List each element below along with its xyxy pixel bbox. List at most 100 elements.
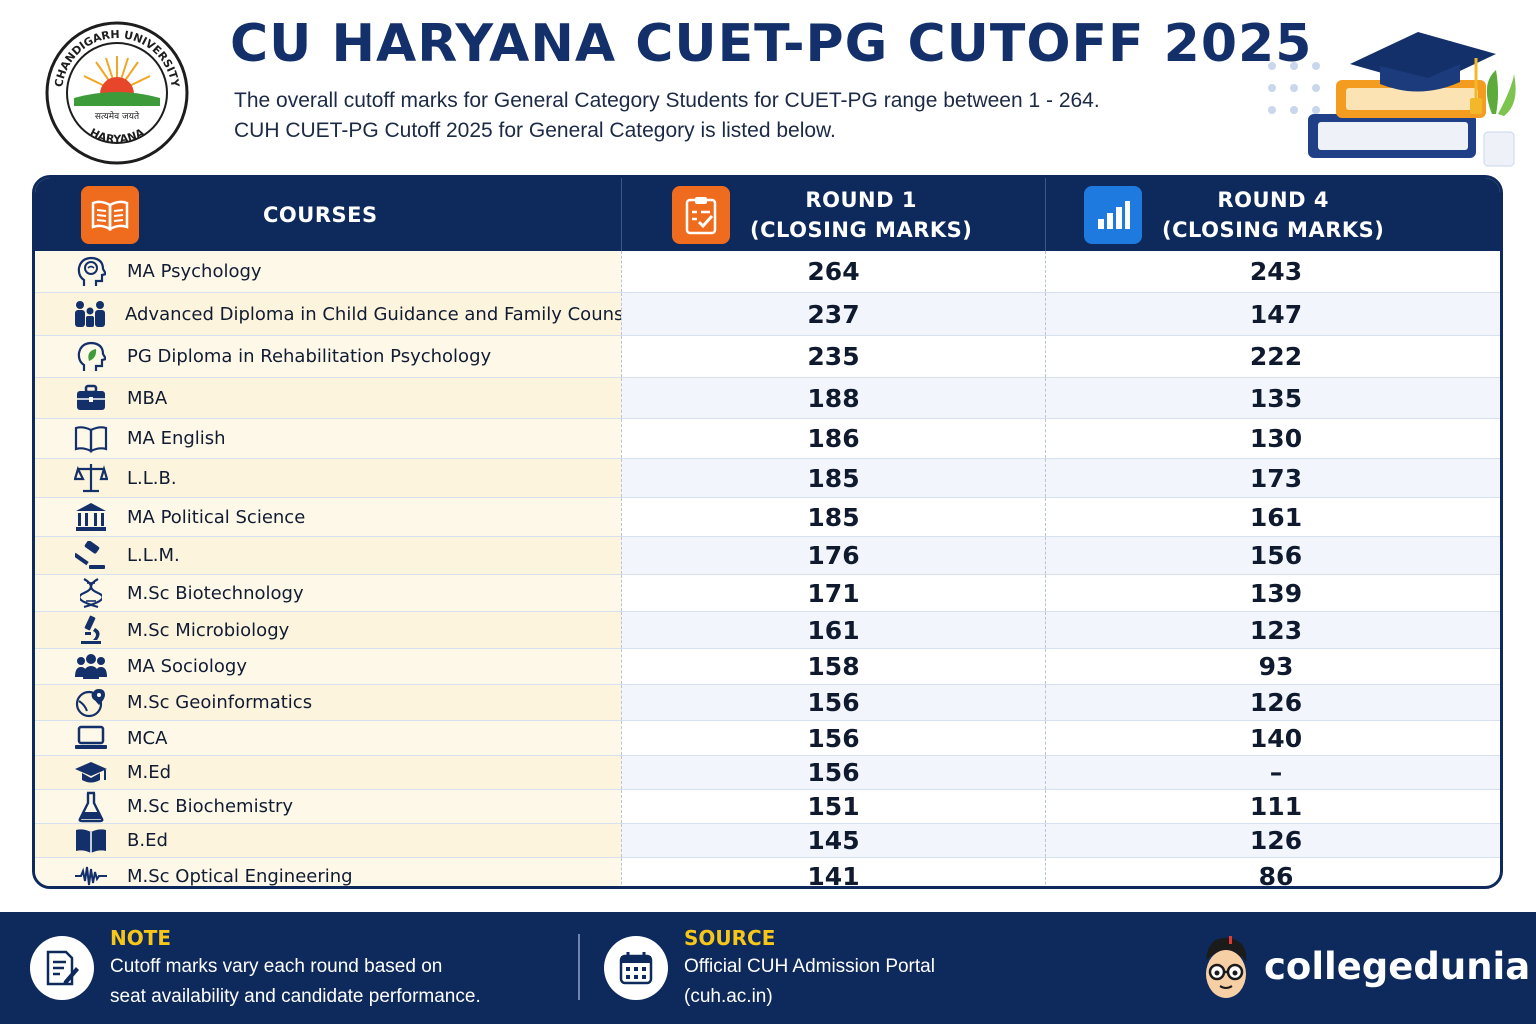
cutoff-table: COURSES ROUND 1 (CLOSING MARKS) (32, 175, 1503, 889)
round4-closing-marks: 139 (1045, 575, 1500, 611)
source-text: Official CUH Admission Portal (cuh.ac.in… (684, 952, 935, 1012)
note-text: Cutoff marks vary each round based on se… (110, 952, 481, 1012)
header-courses-label: COURSES (263, 202, 378, 227)
header-round4: ROUND 4 (CLOSING MARKS) (1045, 178, 1500, 251)
graduation-cap-icon (73, 755, 109, 791)
course-cell: M.Sc Biochemistry (35, 790, 621, 823)
government-building-icon (73, 499, 109, 535)
table-row: M.Sc Microbiology 161 123 (35, 612, 1500, 649)
scales-icon (73, 460, 109, 496)
table-row: L.L.B. 185 173 (35, 459, 1500, 498)
course-cell: M.Sc Optical Engineering (35, 858, 621, 886)
course-name: MCA (127, 727, 168, 749)
header-courses: COURSES (35, 178, 621, 251)
course-cell: M.Sc Geoinformatics (35, 685, 621, 720)
round1-closing-marks: 156 (621, 685, 1045, 720)
course-name: MA Sociology (127, 656, 248, 677)
round1-closing-marks: 161 (621, 612, 1045, 648)
round4-closing-marks: 123 (1045, 612, 1500, 648)
course-name: MBA (127, 387, 168, 409)
table-row: M.Sc Biochemistry 151 111 (35, 790, 1500, 824)
round1-closing-marks: 171 (621, 575, 1045, 611)
head-leaf-icon (73, 339, 109, 375)
table-row: M.Ed 156 – (35, 756, 1500, 790)
course-cell: B.Ed (35, 824, 621, 857)
table-body: MA Psychology 264 243 Advanced Diploma i… (35, 251, 1500, 886)
graduation-books-illustration (1308, 32, 1516, 167)
round4-closing-marks: 161 (1045, 498, 1500, 536)
logo-motto: सत्यमेव जयते (95, 110, 140, 122)
globe-pin-icon (73, 685, 109, 721)
course-cell: MBA (35, 378, 621, 418)
round1-closing-marks: 264 (621, 251, 1045, 292)
round4-closing-marks: 147 (1045, 293, 1500, 335)
course-name: Advanced Diploma in Child Guidance and F… (125, 303, 673, 325)
course-cell: PG Diploma in Rehabilitation Psychology (35, 336, 621, 377)
dna-icon (73, 575, 109, 611)
header-round4-line1: ROUND 4 (1217, 187, 1329, 212)
table-header: COURSES ROUND 1 (CLOSING MARKS) (35, 178, 1500, 251)
course-name: L.L.B. (127, 467, 177, 489)
header-round1: ROUND 1 (CLOSING MARKS) (621, 178, 1045, 251)
mascot-icon (1206, 936, 1247, 998)
page-footer: NOTE Cutoff marks vary each round based … (0, 912, 1536, 1024)
course-name: MA Psychology (127, 261, 262, 282)
round4-closing-marks: 140 (1045, 721, 1500, 755)
source-heading: SOURCE (684, 926, 776, 950)
table-row: MCA 156 140 (35, 721, 1500, 756)
table-row: M.Sc Geoinformatics 156 126 (35, 685, 1500, 721)
round1-closing-marks: 156 (621, 756, 1045, 789)
round1-closing-marks: 145 (621, 824, 1045, 857)
source-line-2: (cuh.ac.in) (684, 986, 773, 1007)
course-cell: MA Sociology (35, 649, 621, 684)
briefcase-icon (73, 380, 109, 416)
gavel-icon (73, 538, 109, 574)
round4-closing-marks: 126 (1045, 824, 1500, 857)
course-name: MA English (127, 428, 226, 449)
round1-closing-marks: 141 (621, 858, 1045, 886)
header-round1-line1: ROUND 1 (805, 187, 917, 212)
table-row: MA Psychology 264 243 (35, 251, 1500, 293)
course-name: MA Political Science (127, 506, 306, 528)
course-name: B.Ed (127, 830, 168, 851)
course-name: M.Sc Biotechnology (127, 582, 304, 604)
calendar-icon (604, 936, 668, 1000)
note-document-icon (30, 936, 94, 1000)
round1-closing-marks: 186 (621, 419, 1045, 458)
microscope-icon (73, 612, 109, 648)
course-cell: Advanced Diploma in Child Guidance and F… (35, 293, 672, 335)
note-line-2: seat availability and candidate performa… (110, 986, 481, 1007)
round4-closing-marks: 173 (1045, 459, 1500, 497)
round1-closing-marks: 156 (621, 721, 1045, 755)
round1-closing-marks: 188 (621, 378, 1045, 418)
course-cell: MA English (35, 419, 621, 458)
round1-closing-marks: 237 (621, 293, 1045, 335)
table-row: L.L.M. 176 156 (35, 537, 1500, 575)
course-cell: MA Political Science (35, 498, 621, 536)
table-row: B.Ed 145 126 (35, 824, 1500, 858)
logo-bottom-text: HARYANA (88, 126, 147, 146)
table-row: MA Sociology 158 93 (35, 649, 1500, 685)
group-icon (73, 649, 109, 685)
page-subtitle: The overall cutoff marks for General Cat… (234, 86, 1194, 146)
course-cell: L.L.M. (35, 537, 621, 574)
waveform-icon (73, 858, 109, 886)
table-row: Advanced Diploma in Child Guidance and F… (35, 293, 1500, 336)
family-icon (73, 296, 107, 332)
note-heading: NOTE (110, 926, 172, 950)
round4-closing-marks: 93 (1045, 649, 1500, 684)
course-cell: MA Psychology (35, 251, 621, 292)
footer-divider (578, 934, 580, 1000)
page-title: CU HARYANA CUET-PG CUTOFF 2025 (230, 14, 1313, 74)
flask-icon (73, 789, 109, 825)
table-row: M.Sc Biotechnology 171 139 (35, 575, 1500, 612)
course-name: M.Sc Geoinformatics (127, 692, 313, 713)
course-cell: M.Sc Biotechnology (35, 575, 621, 611)
course-name: M.Ed (127, 762, 172, 783)
subtitle-line-2: CUH CUET-PG Cutoff 2025 for General Cate… (234, 119, 836, 142)
course-name: M.Sc Biochemistry (127, 796, 294, 817)
table-row: M.Sc Optical Engineering 141 86 (35, 858, 1500, 886)
round1-closing-marks: 185 (621, 459, 1045, 497)
header-round4-label: ROUND 4 (CLOSING MARKS) (1162, 185, 1384, 245)
brand-wordmark[interactable]: collegedunia (1264, 945, 1531, 988)
